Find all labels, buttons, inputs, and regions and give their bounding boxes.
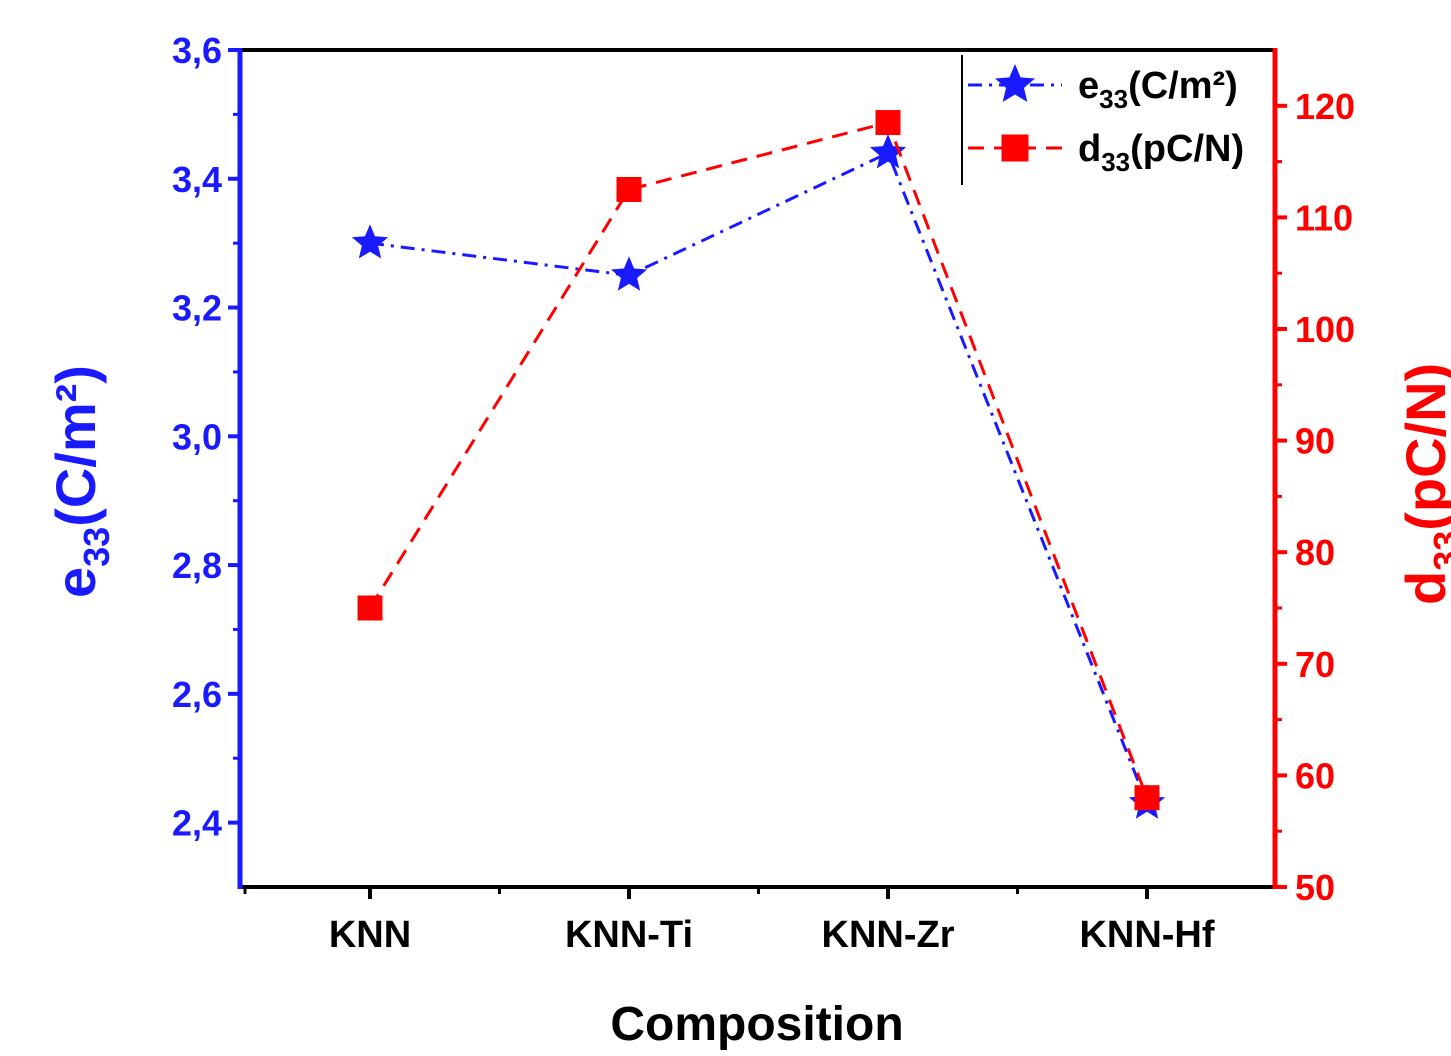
right-tick-label: 100 <box>1295 309 1355 350</box>
left-tick-label: 3,4 <box>172 159 222 200</box>
left-tick-label: 3,6 <box>172 30 222 71</box>
x-tick-label: KNN-Zr <box>822 914 955 956</box>
data-point-star-KNN-Zr <box>869 134 907 169</box>
data-point-star-KNN-Ti <box>610 256 648 291</box>
data-point-square-KNN-Hf <box>1134 785 1160 811</box>
data-point-square-KNN-Ti <box>616 177 642 202</box>
right-tick-label: 110 <box>1295 197 1353 238</box>
axes-group: 2,4 2,6 2,8 3,0 3,2 3,4 3,6 50 60 70 80 90 100 110 120… <box>44 30 1451 1051</box>
right-tick-label: 60 <box>1295 755 1335 796</box>
series-group <box>351 110 1166 819</box>
x-tick-label: KNN-Ti <box>565 914 693 956</box>
legend-marker-star <box>995 64 1035 102</box>
series-line-2 <box>368 120 1149 799</box>
right-tick-label: 120 <box>1295 86 1355 127</box>
legend-marker-square <box>1001 134 1029 162</box>
x-axis-title: Composition <box>610 998 903 1051</box>
right-tick-label: 90 <box>1295 421 1335 462</box>
x-tick-label: KNN-Hf <box>1079 914 1214 956</box>
left-axis-title: e33(C/m²) <box>44 365 117 598</box>
x-tick-label: KNN <box>329 914 411 956</box>
right-tick-label: 50 <box>1295 867 1335 908</box>
right-tick-label: 80 <box>1295 532 1335 573</box>
data-point-star-KNN <box>351 224 389 259</box>
left-tick-label: 3,0 <box>172 416 222 457</box>
left-tick-label: 3,2 <box>172 288 222 329</box>
data-point-square-KNN-Zr <box>875 110 901 136</box>
left-tick-label: 2,6 <box>172 674 222 715</box>
series-line-1 <box>369 150 1149 804</box>
left-tick-label: 2,8 <box>172 545 222 586</box>
legend-label-1: e33(C/m²) <box>1078 65 1238 114</box>
right-axis-title: d33(pC/N) <box>1394 363 1451 605</box>
legend: e33(C/m²) d33(pC/N) <box>961 55 1244 185</box>
left-tick-label: 2,4 <box>172 803 222 844</box>
right-tick-label: 70 <box>1295 644 1335 685</box>
data-point-square-KNN <box>357 595 383 621</box>
legend-label-2: d33(pC/N) <box>1078 128 1244 177</box>
